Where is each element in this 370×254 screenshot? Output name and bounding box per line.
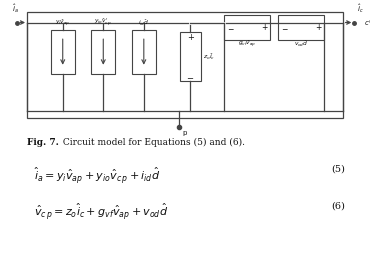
Bar [132,30,156,73]
Text: +: + [315,23,322,32]
Bar [179,32,201,81]
Text: p: p [182,130,187,136]
Text: $z_o\hat{i}_c$: $z_o\hat{i}_c$ [203,52,215,62]
Text: $-$: $-$ [227,23,235,32]
Bar [278,15,324,40]
Text: $\hat{i}_a$: $\hat{i}_a$ [12,2,19,15]
Text: (5): (5) [332,165,346,174]
Text: $c'$: $c'$ [364,18,370,27]
Text: $\hat{v}_{c\,p} = z_o\hat{i}_c + g_{vf}\hat{v}_{ap} + v_{od}\hat{d}$: $\hat{v}_{c\,p} = z_o\hat{i}_c + g_{vf}\… [34,201,168,222]
Bar [91,30,115,73]
Text: Fig. 7.: Fig. 7. [27,138,59,147]
Text: +: + [187,33,194,42]
Text: $-$: $-$ [186,72,194,81]
Text: +: + [261,23,268,32]
Text: (6): (6) [332,201,346,210]
Text: $y_{io}\hat{v}_{cp}^{\,\prime}$: $y_{io}\hat{v}_{cp}^{\,\prime}$ [94,17,112,28]
Text: Circuit model for Equations (5) and (6).: Circuit model for Equations (5) and (6). [60,138,245,147]
Text: $v_{od}\hat{d}$: $v_{od}\hat{d}$ [294,38,308,49]
Text: $g_{vf}\hat{v}_{ap}$: $g_{vf}\hat{v}_{ap}$ [238,38,256,49]
Bar [224,15,270,40]
Text: $y_i\hat{v}_{ap}$: $y_i\hat{v}_{ap}$ [55,18,70,28]
Text: $\hat{i}_a = y_i\hat{v}_{ap} + y_{io}\hat{v}_{c\,p} + i_{id}\hat{d}$: $\hat{i}_a = y_i\hat{v}_{ap} + y_{io}\ha… [34,165,160,185]
Bar [27,12,343,118]
Text: $\hat{i}_c$: $\hat{i}_c$ [357,2,364,15]
Text: $i_{id}\hat{d}$: $i_{id}\hat{d}$ [138,18,149,28]
Text: $-$: $-$ [281,23,289,32]
Bar [51,30,75,73]
